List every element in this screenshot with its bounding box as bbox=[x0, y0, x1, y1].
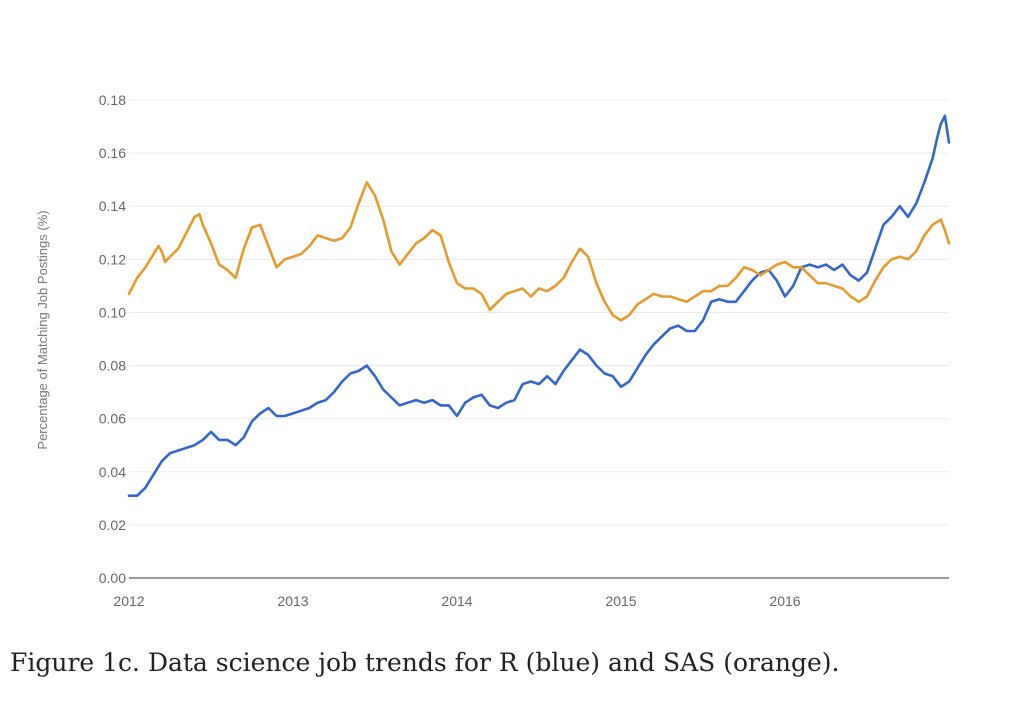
x-tick-label: 2012 bbox=[113, 593, 144, 609]
x-axis: 2012 2013 2014 2015 2016 bbox=[113, 593, 800, 609]
y-tick-label: 0.04 bbox=[99, 464, 126, 480]
line-chart: 2012 2013 2014 2015 2016 0.000.020.040.060.0… bbox=[35, 92, 951, 609]
y-axis: 0.00 0.02 0.04 0.06 0.08 0.10 0.12 0.14 0.16 0.18 bbox=[99, 92, 126, 586]
y-tick-label: 0.06 bbox=[99, 411, 126, 427]
series-line-orange bbox=[127, 181, 951, 322]
figure-caption: Figure 1c. Data science job trends for R… bbox=[10, 648, 840, 677]
y-tick-label: 0.10 bbox=[99, 304, 126, 320]
y-tick-label: 0.18 bbox=[99, 92, 126, 108]
series-line-blue bbox=[127, 114, 951, 497]
gridlines bbox=[129, 99, 949, 579]
x-tick-label: 2016 bbox=[769, 593, 800, 609]
y-tick-label: 0.00 bbox=[99, 570, 126, 586]
y-tick-label: 0.16 bbox=[99, 145, 126, 161]
x-tick-label: 2014 bbox=[441, 593, 472, 609]
y-tick-label: 0.02 bbox=[99, 517, 126, 533]
series-layer bbox=[127, 114, 951, 497]
y-tick-label: 0.08 bbox=[99, 358, 126, 374]
x-tick-label: 2015 bbox=[605, 593, 636, 609]
y-axis-title: Percentage of Matching Job Postings (%) bbox=[35, 210, 50, 449]
x-tick-label: 2013 bbox=[277, 593, 308, 609]
y-tick-label: 0.12 bbox=[99, 251, 126, 267]
y-tick-label: 0.14 bbox=[99, 198, 126, 214]
